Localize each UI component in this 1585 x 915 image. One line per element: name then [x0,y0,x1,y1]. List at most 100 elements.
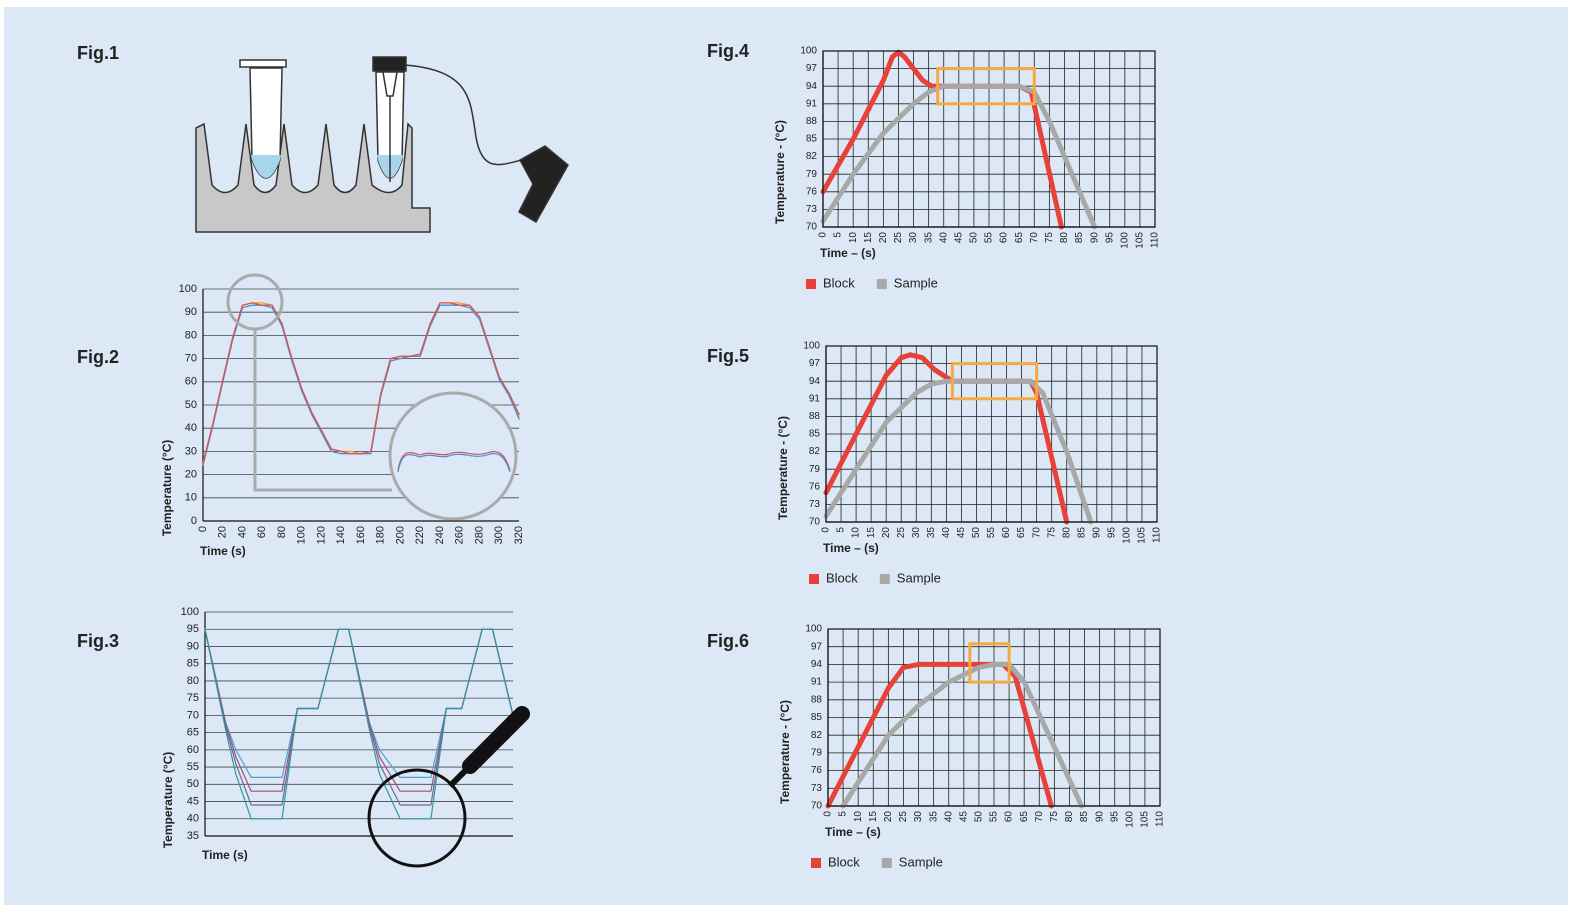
y-tick-label: 88 [809,411,821,422]
x-axis-label: Time – (s) [825,825,881,839]
x-tick-label: 35 [928,811,939,823]
x-tick-label: 65 [1019,811,1030,823]
x-tick-label: 100 [1119,232,1130,249]
y-axis-label: Temperature - (°C) [776,416,790,520]
y-tick-label: 97 [809,358,821,369]
y-tick-label: 85 [187,658,199,670]
y-tick-label: 94 [806,81,818,92]
x-tick-label: 260 [454,526,466,544]
x-tick-label: 20 [883,811,894,823]
x-tick-label: 110 [1155,811,1166,827]
legend-swatch [880,574,890,584]
x-tick-label: 0 [823,811,834,817]
y-tick-label: 100 [803,341,820,352]
x-tick-label: 35 [926,527,937,539]
x-tick-label: 120 [315,526,327,544]
y-tick-label: 82 [809,446,821,457]
legend-swatch [806,279,816,289]
y-tick-label: 73 [809,499,821,510]
x-tick-label: 20 [878,232,889,244]
legend-label: Block [828,854,860,869]
x-tick-label: 55 [984,232,995,244]
y-tick-label: 88 [811,694,823,705]
y-tick-label: 40 [187,813,199,825]
x-tick-label: 10 [853,811,864,823]
y-tick-label: 97 [811,641,823,652]
x-tick-label: 60 [256,526,268,538]
x-tick-label: 30 [913,811,924,823]
legend-label: Block [823,275,855,290]
x-tick-label: 45 [953,232,964,244]
x-tick-label: 70 [1034,811,1045,823]
x-tick-label: 40 [938,232,949,244]
x-tick-label: 35 [923,232,934,244]
x-tick-label: 30 [911,527,922,539]
legend-swatch [882,858,892,868]
x-tick-label: 25 [893,232,904,244]
x-tick-label: 5 [838,811,849,817]
x-tick-label: 0 [197,526,209,532]
x-axis-label: Time – (s) [823,541,879,555]
x-tick-label: 80 [276,526,288,538]
y-tick-label: 76 [809,481,821,492]
x-tick-label: 75 [1046,527,1057,539]
x-tick-label: 70 [1031,527,1042,539]
y-tick-label: 97 [806,63,818,74]
y-axis-label: Temperature (°C) [161,752,175,849]
x-tick-label: 300 [493,526,505,544]
x-tick-label: 85 [1074,232,1085,244]
figure-label: Fig.1 [77,43,119,63]
x-tick-label: 105 [1140,811,1151,828]
x-tick-label: 20 [217,526,229,538]
x-tick-label: 200 [394,526,406,544]
y-tick-label: 0 [191,515,197,527]
x-tick-label: 95 [1107,527,1118,539]
figure-label: Fig.5 [707,346,749,366]
x-tick-label: 110 [1150,232,1161,248]
x-tick-label: 55 [986,527,997,539]
x-tick-label: 100 [1124,811,1135,828]
x-tick-label: 60 [1004,811,1015,823]
y-tick-label: 76 [811,765,823,776]
figure-label: Fig.4 [707,41,749,61]
x-tick-label: 160 [355,526,367,544]
y-tick-label: 100 [181,606,199,618]
x-tick-label: 65 [1014,232,1025,244]
x-tick-label: 15 [866,527,877,539]
y-tick-label: 70 [809,517,821,528]
x-tick-label: 140 [335,526,347,544]
x-tick-label: 25 [898,811,909,823]
y-tick-label: 45 [187,795,199,807]
x-tick-label: 105 [1137,527,1148,544]
x-tick-label: 105 [1135,232,1146,249]
x-tick-label: 50 [969,232,980,244]
figure-label: Fig.2 [77,347,119,367]
y-tick-label: 85 [806,134,818,145]
x-tick-label: 95 [1104,232,1115,244]
x-tick-label: 20 [881,527,892,539]
x-tick-label: 90 [1094,811,1105,823]
x-tick-label: 10 [851,527,862,539]
y-tick-label: 60 [187,744,199,756]
legend-label: Sample [899,854,943,869]
x-tick-label: 40 [943,811,954,823]
y-tick-label: 35 [187,830,199,842]
legend-label: Block [826,570,858,585]
x-tick-label: 30 [908,232,919,244]
figure-label: Fig.6 [707,631,749,651]
y-tick-label: 75 [187,692,199,704]
x-tick-label: 40 [941,527,952,539]
y-tick-label: 91 [809,393,821,404]
y-tick-label: 10 [185,492,197,504]
x-tick-label: 15 [863,232,874,244]
x-tick-label: 75 [1049,811,1060,823]
legend-label: Sample [897,570,941,585]
x-axis-label: Time – (s) [820,246,876,260]
y-axis-label: Temperature - (°C) [778,700,792,804]
y-axis-label: Temperature - (°C) [773,120,787,224]
y-tick-label: 79 [809,464,821,475]
x-tick-label: 90 [1091,527,1102,539]
x-tick-label: 60 [1001,527,1012,539]
x-tick-label: 15 [868,811,879,823]
y-tick-label: 55 [187,761,199,773]
